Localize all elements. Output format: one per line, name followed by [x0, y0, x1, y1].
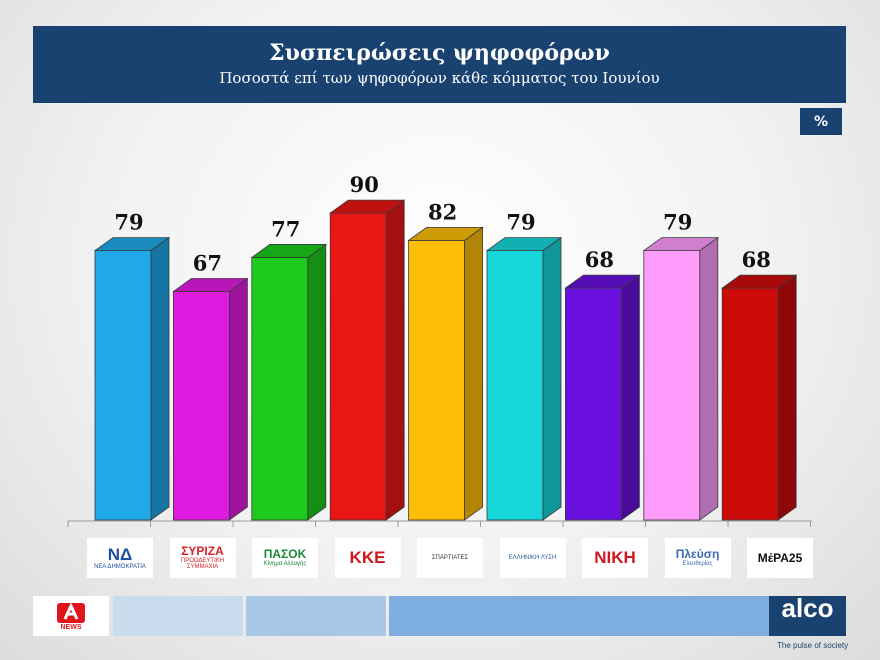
footer-segment: [389, 596, 769, 636]
bar-top: [93, 237, 171, 252]
party-logo-caption: ΕΛΛΗΝΙΚΗ ΛΥΣΗ: [508, 554, 557, 561]
bar-side: [621, 274, 640, 521]
bar-top: [250, 244, 328, 258]
bar-top: [328, 199, 406, 214]
alco-logo: alco: [769, 593, 846, 636]
party-logo: ΝΔ ΝΕΑ ΔΗΜΟΚΡΑΤΙΑ: [87, 538, 153, 578]
alco-tagline: The pulse of society: [777, 641, 849, 650]
party-logo-name: ΝΔ: [107, 544, 133, 564]
bar-top: [720, 274, 798, 289]
bar-side: [307, 243, 327, 521]
bar-value-label: 77: [271, 216, 300, 241]
bar-value-label: 79: [506, 210, 535, 235]
party-logo: ΝΙΚΗ: [582, 538, 648, 578]
party-logo: ΠΑΣΟΚ Κίνημα Αλλαγής: [252, 538, 318, 578]
bar-front: [251, 257, 309, 521]
bar-front: [94, 250, 152, 521]
bar-front: [329, 212, 387, 521]
party-logo: ΚΚΕ: [334, 538, 401, 578]
bar-front: [721, 287, 779, 521]
party-logo-caption: ΝΕΑ ΔΗΜΟΚΡΑΤΙΑ: [94, 563, 146, 570]
bar-front: [486, 250, 544, 521]
party-logo-caption: ΠΡΟΟΔΕΥΤΙΚΗ ΣΥΜΜΑΧΙΑ: [180, 557, 225, 571]
alpha-news-logo: NEWS: [33, 596, 109, 636]
party-logo-name: Πλεύση: [675, 547, 720, 562]
bar-side: [777, 274, 797, 521]
bar-value-label: 79: [663, 210, 692, 235]
alpha-icon: [57, 601, 85, 623]
alpha-news-label: NEWS: [60, 623, 82, 631]
bar-side: [542, 236, 562, 521]
party-logo-caption: Ελευθερίας: [682, 561, 713, 567]
bar-top: [642, 237, 720, 252]
bar-top: [407, 226, 484, 241]
alco-name: alco: [781, 593, 834, 623]
bar-top: [172, 278, 249, 292]
party-logo-name: ΝΙΚΗ: [594, 548, 636, 568]
party-logo: ΕΛΛΗΝΙΚΗ ΛΥΣΗ: [499, 538, 566, 578]
party-logo: ΣΠΑΡΤΙΑΤΕΣ: [417, 538, 483, 578]
party-logo-name: ΚΚΕ: [349, 548, 386, 568]
bar-value-label: 68: [742, 247, 771, 272]
bar-value-label: 68: [585, 247, 614, 272]
bar-side: [385, 199, 405, 521]
chart-header: Συσπειρώσεις ψηφοφόρων Ποσοστά επί των ψ…: [33, 26, 846, 103]
party-logo-name: ΜέΡΑ25: [757, 550, 803, 565]
bar-side: [699, 236, 719, 521]
party-logo-name: ΣΥΡΙΖΑ: [181, 544, 224, 559]
bar-top: [564, 274, 641, 289]
chart-title: Συσπειρώσεις ψηφοφόρων: [269, 40, 610, 66]
bar-value-label: 79: [114, 210, 143, 235]
unit-badge: %: [800, 108, 842, 135]
party-logo-caption: ΣΠΑΡΤΙΑΤΕΣ: [431, 554, 469, 561]
party-logo-name: ΠΑΣΟΚ: [263, 547, 307, 562]
bar-front: [408, 239, 466, 521]
bar-side: [464, 226, 484, 521]
footer-segment: [113, 596, 243, 636]
bar-front: [565, 287, 622, 521]
party-logo-caption: Κίνημα Αλλαγής: [263, 561, 307, 567]
footer-segment: [246, 596, 386, 636]
chart-subtitle: Ποσοστά επί των ψηφοφόρων κάθε κόμματος …: [219, 69, 660, 87]
footer-bar: [33, 596, 846, 636]
bar-value-label: 82: [428, 199, 457, 224]
bar-front: [172, 291, 230, 521]
party-logo: ΣΥΡΙΖΑ ΠΡΟΟΔΕΥΤΙΚΗ ΣΥΜΜΑΧΙΑ: [169, 538, 236, 578]
party-logo: ΜέΡΑ25: [747, 538, 813, 578]
bar-top: [485, 237, 563, 252]
bar-front: [643, 250, 701, 521]
bar-value-label: 90: [350, 172, 379, 197]
bar-side: [150, 236, 170, 521]
party-logo: Πλεύση Ελευθερίας: [664, 538, 731, 578]
bar-value-label: 67: [193, 251, 222, 276]
bar-side: [228, 277, 248, 521]
